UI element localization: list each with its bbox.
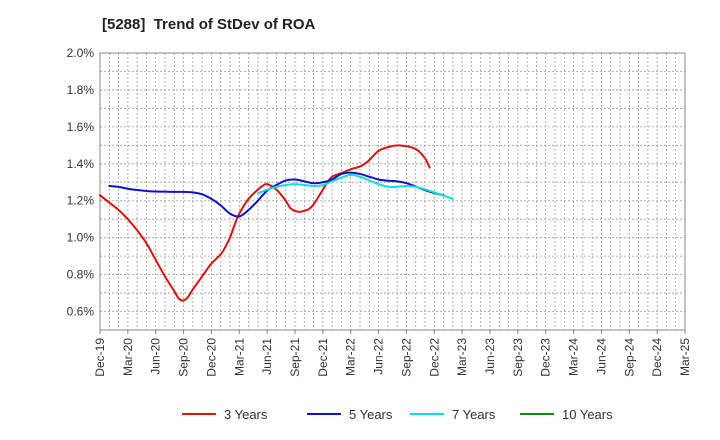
x-tick-label: Mar-20 (121, 338, 135, 376)
legend-label: 5 Years (349, 407, 393, 422)
y-tick-label: 2.0% (67, 46, 95, 60)
x-tick-label: Jun-21 (260, 338, 274, 375)
y-tick-label: 1.8% (67, 83, 95, 97)
legend: 3 Years 5 Years 7 Years 10 Years (182, 407, 613, 422)
y-tick-label: 0.8% (67, 268, 95, 282)
x-tick-label: Jun-22 (372, 338, 386, 375)
x-tick-label: Mar-23 (455, 338, 469, 376)
legend-label: 3 Years (224, 407, 268, 422)
x-tick-label: Sep-23 (511, 338, 525, 377)
x-tick-label: Sep-22 (399, 338, 413, 377)
x-tick-label: Mar-25 (678, 338, 692, 376)
series-line-3-years (99, 144, 431, 302)
x-tick-label: Dec-23 (539, 338, 553, 377)
x-tick-label: Mar-21 (232, 338, 246, 376)
plot-area (99, 52, 686, 331)
x-tick-label: Sep-24 (622, 338, 636, 377)
x-axis: Dec-19 Mar-20 Jun-20 Sep-20 Dec-20 Mar-21 Jun-… (93, 330, 692, 377)
chart-title: [5288] Trend of StDev of ROA (102, 16, 316, 33)
y-tick-label: 0.6% (67, 305, 95, 319)
x-tick-label: Sep-20 (177, 338, 191, 377)
x-tick-label: Dec-24 (650, 338, 664, 377)
y-tick-label: 1.4% (67, 157, 95, 171)
y-tick-label: 1.2% (67, 194, 95, 208)
series-lines (99, 144, 454, 302)
x-tick-label: Dec-20 (204, 338, 218, 377)
x-tick-label: Dec-22 (427, 338, 441, 377)
x-tick-label: Mar-24 (567, 338, 581, 376)
x-tick-label: Sep-21 (288, 338, 302, 377)
y-tick-label: 1.0% (67, 231, 95, 245)
x-tick-label: Jun-24 (594, 338, 608, 375)
legend-label: 7 Years (452, 407, 496, 422)
x-tick-label: Dec-19 (93, 338, 107, 377)
x-tick-label: Jun-20 (149, 338, 163, 375)
x-tick-label: Dec-21 (316, 338, 330, 377)
y-axis: 0.6% 0.8% 1.0% 1.2% 1.4% 1.6% 1.8% 2.0% (67, 46, 95, 319)
x-tick-label: Jun-23 (483, 338, 497, 375)
legend-label: 10 Years (562, 407, 613, 422)
y-tick-label: 1.6% (67, 120, 95, 134)
series-line-5-years (108, 171, 445, 218)
x-tick-label: Mar-22 (344, 338, 358, 376)
series-line-7-years (256, 173, 454, 200)
